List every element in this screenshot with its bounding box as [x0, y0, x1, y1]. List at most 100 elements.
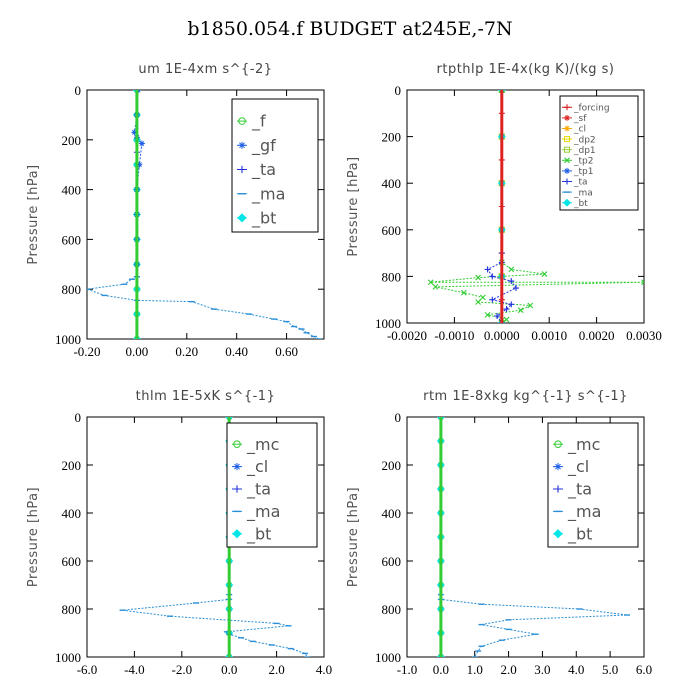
chart-panel-3: thlm 1E-5xK s^{-1} Pressure [hPa] 0 200 400 6… — [26, 389, 332, 677]
legend-item: _sf — [562, 114, 587, 124]
legend-marker — [238, 141, 246, 149]
legend-label: _tp1 — [573, 167, 593, 177]
legend-label: _ma — [246, 502, 280, 522]
x-tick-label: 2.0 — [268, 662, 284, 677]
x-tick-label: 0.00 — [126, 344, 149, 359]
legend-item: _gf — [237, 136, 276, 156]
data-point — [138, 140, 145, 147]
x-tick-label: 0.0000 — [484, 328, 520, 343]
y-axis-label: Pressure [hPa] — [26, 164, 41, 264]
legend-marker — [554, 463, 562, 471]
legend-marker — [564, 167, 570, 174]
legend-label: _mc — [567, 435, 600, 455]
x-tick-label: -1.0 — [397, 662, 418, 677]
plot-area — [87, 90, 323, 339]
legend-marker — [554, 440, 562, 449]
data-point — [517, 307, 524, 314]
legend-item: _ma — [562, 188, 593, 198]
legend-item: _ta — [562, 178, 588, 188]
legend-item: _forcing — [562, 103, 610, 113]
legend-label: _mc — [246, 435, 279, 455]
data-point — [508, 278, 515, 285]
legend-item: _tp1 — [562, 167, 593, 177]
panel-title: rtm 1E-8xkg kg^{-1} s^{-1} — [423, 389, 628, 404]
y-tick-label: 600 — [382, 223, 402, 238]
x-tick-label: 0.20 — [175, 344, 198, 359]
legend-marker — [564, 114, 570, 121]
legend-label: _bt — [246, 524, 271, 544]
y-axis-label: Pressure [hPa] — [26, 487, 41, 587]
legend-label: _tp2 — [573, 156, 593, 166]
y-tick-label: 0 — [395, 83, 402, 98]
x-tick-label: -4.0 — [124, 662, 145, 677]
legend-label: _sf — [573, 114, 587, 124]
legend-item: _bt — [562, 198, 588, 209]
x-tick-label: -2.0 — [172, 662, 193, 677]
plot-area — [436, 417, 631, 657]
data-point — [498, 90, 505, 93]
legend-label: _bt — [251, 209, 276, 229]
series-line — [440, 594, 628, 657]
legend-label: _cl — [573, 125, 586, 135]
y-tick-label: 600 — [382, 554, 402, 569]
legend-item: _ta — [232, 480, 271, 500]
legend-label: _ta — [251, 160, 276, 180]
legend-marker — [233, 463, 241, 471]
legend: _mc_cl _ta_ma_bt — [547, 422, 639, 548]
data-point — [489, 296, 496, 303]
legend-item: _dp1 — [562, 146, 596, 156]
legend-label: _dp2 — [573, 135, 596, 145]
plot-frame — [406, 89, 645, 324]
y-axis-label: Pressure [hPa] — [346, 487, 361, 587]
legend-marker — [564, 125, 570, 132]
x-tick-label: 0.0010 — [531, 328, 567, 343]
y-tick-label: 0 — [75, 83, 82, 98]
y-tick-label: 400 — [62, 183, 82, 198]
plot-frame — [86, 89, 325, 340]
data-point — [503, 306, 510, 313]
series-line — [122, 594, 308, 657]
x-tick-label: -0.0010 — [434, 328, 474, 343]
legend-marker — [554, 485, 562, 493]
legend-item: _bt — [553, 524, 592, 544]
legend-marker — [238, 117, 246, 125]
legend-label: _cl — [246, 457, 268, 477]
legend-item: _ta — [237, 160, 276, 180]
plot-frame — [406, 416, 645, 658]
data-point — [527, 302, 534, 309]
legend-label: _ta — [246, 480, 271, 500]
legend-item: _cl — [553, 457, 589, 477]
data-point — [460, 289, 467, 296]
legend-marker — [233, 485, 241, 493]
y-tick-label: 200 — [382, 130, 402, 145]
legend-label: _f — [251, 112, 266, 132]
series-line — [87, 276, 320, 339]
legend-marker — [564, 104, 570, 111]
y-tick-label: 0 — [395, 410, 402, 425]
x-tick-label: 0.0 — [433, 662, 449, 677]
legend-marker — [237, 213, 247, 223]
y-tick-label: 400 — [382, 176, 402, 191]
legend-item: _ma — [237, 184, 285, 204]
x-tick-label: 0.60 — [275, 344, 298, 359]
data-point — [475, 299, 481, 305]
y-tick-label: 400 — [382, 506, 402, 521]
x-tick-label: -0.0020 — [387, 328, 427, 343]
y-tick-label: 200 — [62, 133, 82, 148]
data-point — [494, 313, 501, 320]
legend: _forcing_sf_cl_dp2_dp1_tp2_tp1_ta_ma_bt — [559, 95, 639, 211]
data-point — [484, 311, 491, 318]
data-point — [489, 273, 496, 280]
x-tick-label: 2.0 — [500, 662, 516, 677]
chart-panel-4: rtm 1E-8xkg kg^{-1} s^{-1} Pressure [hPa]… — [346, 389, 652, 677]
legend-item: _ma — [232, 502, 280, 522]
y-tick-label: 600 — [62, 554, 82, 569]
y-tick-label: 1000 — [55, 332, 81, 347]
legend: _mc_cl _ta_ma_bt — [226, 422, 318, 548]
data-point — [484, 266, 491, 273]
series-tp2 — [427, 90, 644, 323]
y-tick-label: 200 — [62, 458, 82, 473]
legend-label: _bt — [567, 524, 592, 544]
legend-item: _ta — [553, 480, 592, 500]
